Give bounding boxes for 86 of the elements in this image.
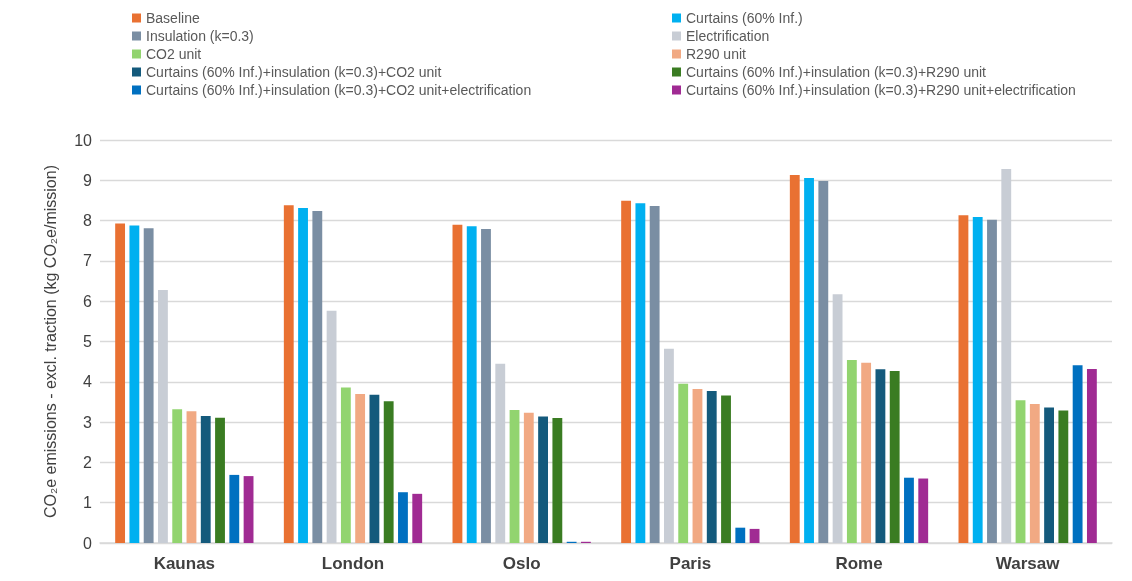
x-tick-label: London (321, 554, 385, 573)
legend-label: R290 unit (686, 46, 747, 62)
x-tick-label: Kaunas (153, 554, 216, 573)
y-tick-label: 8 (83, 212, 93, 230)
bar (143, 228, 154, 543)
bar (1029, 403, 1040, 543)
y-tick-label: 9 (83, 171, 93, 189)
bar (958, 215, 969, 543)
y-tick-label: 7 (83, 252, 93, 270)
bar (466, 226, 477, 543)
bar (875, 369, 886, 543)
bar (1044, 407, 1054, 543)
bar (452, 224, 463, 543)
bar (158, 289, 168, 543)
bar (186, 411, 197, 543)
bar (129, 225, 140, 543)
bar (692, 389, 703, 543)
bar (789, 175, 800, 543)
bar (664, 348, 674, 543)
bar (398, 492, 408, 543)
bar (1086, 368, 1097, 543)
bar (369, 394, 380, 543)
legend-label: Curtains (60% Inf.)+insulation (k=0.3)+R290 unit (686, 64, 987, 80)
y-tick-label: 6 (83, 292, 93, 310)
bar (412, 493, 423, 543)
bar (649, 206, 660, 543)
legend-label: Insulation (k=0.3) (146, 28, 254, 44)
y-tick-label: 0 (83, 534, 93, 552)
x-tick-label: Rome (835, 554, 883, 573)
y-tick-label: 5 (83, 333, 93, 350)
bar (972, 216, 983, 543)
legend-label: CO2 unit (146, 46, 202, 62)
bar (846, 360, 857, 543)
bar (889, 370, 900, 543)
bar (678, 383, 689, 543)
x-tick-label: Oslo (502, 554, 541, 573)
legend-label: Curtains (60% Inf.)+insulation (k=0.3)+CO2 unit (146, 64, 442, 80)
bar (861, 362, 872, 543)
bar (1001, 169, 1012, 543)
bar (383, 401, 394, 543)
bar (481, 229, 491, 543)
bar (804, 177, 814, 543)
bar (706, 391, 717, 543)
bar (200, 416, 211, 543)
bar (635, 203, 646, 543)
bar (172, 409, 183, 543)
y-tick-label: 4 (83, 373, 93, 391)
legend-label: Baseline (146, 10, 200, 26)
bar (538, 416, 548, 543)
x-tick-label: Warsaw (995, 554, 1061, 573)
legend-label: Curtains (60% Inf.) (686, 10, 803, 26)
bar (283, 205, 294, 543)
bar (298, 208, 308, 543)
bar (721, 395, 731, 543)
bar (326, 310, 337, 543)
bar (1015, 400, 1026, 543)
bar (749, 528, 760, 543)
bar (735, 527, 746, 543)
bar (918, 478, 929, 543)
bar (215, 417, 225, 543)
bar (243, 476, 254, 543)
y-tick-label: 3 (83, 413, 93, 431)
bar (987, 219, 997, 543)
legend-label: Electrification (686, 28, 770, 44)
y-tick-label: 2 (83, 453, 93, 471)
bar (818, 181, 829, 543)
bar (523, 412, 534, 543)
y-axis-title: CO₂e emissions - excl. traction (kg CO₂e/mission) (41, 165, 59, 518)
bar (832, 294, 843, 543)
bar (509, 410, 520, 543)
bar (355, 393, 366, 543)
x-tick-label: Paris (669, 554, 712, 573)
legend-label: Curtains (60% Inf.)+insulation (k=0.3)+CO2 unit+electrification (146, 82, 532, 98)
bar (621, 200, 632, 543)
bar (1058, 410, 1069, 543)
bar (312, 210, 323, 543)
bar (1072, 365, 1083, 543)
y-tick-label: 10 (74, 131, 93, 149)
legend-label: Curtains (60% Inf.)+insulation (k=0.3)+R290 unit+electrification (686, 82, 1076, 98)
bar (340, 387, 351, 543)
bar (495, 363, 506, 543)
bar (115, 223, 126, 543)
y-tick-label: 1 (83, 494, 93, 512)
bar (229, 474, 240, 543)
bar (904, 477, 914, 543)
bar (552, 418, 563, 543)
